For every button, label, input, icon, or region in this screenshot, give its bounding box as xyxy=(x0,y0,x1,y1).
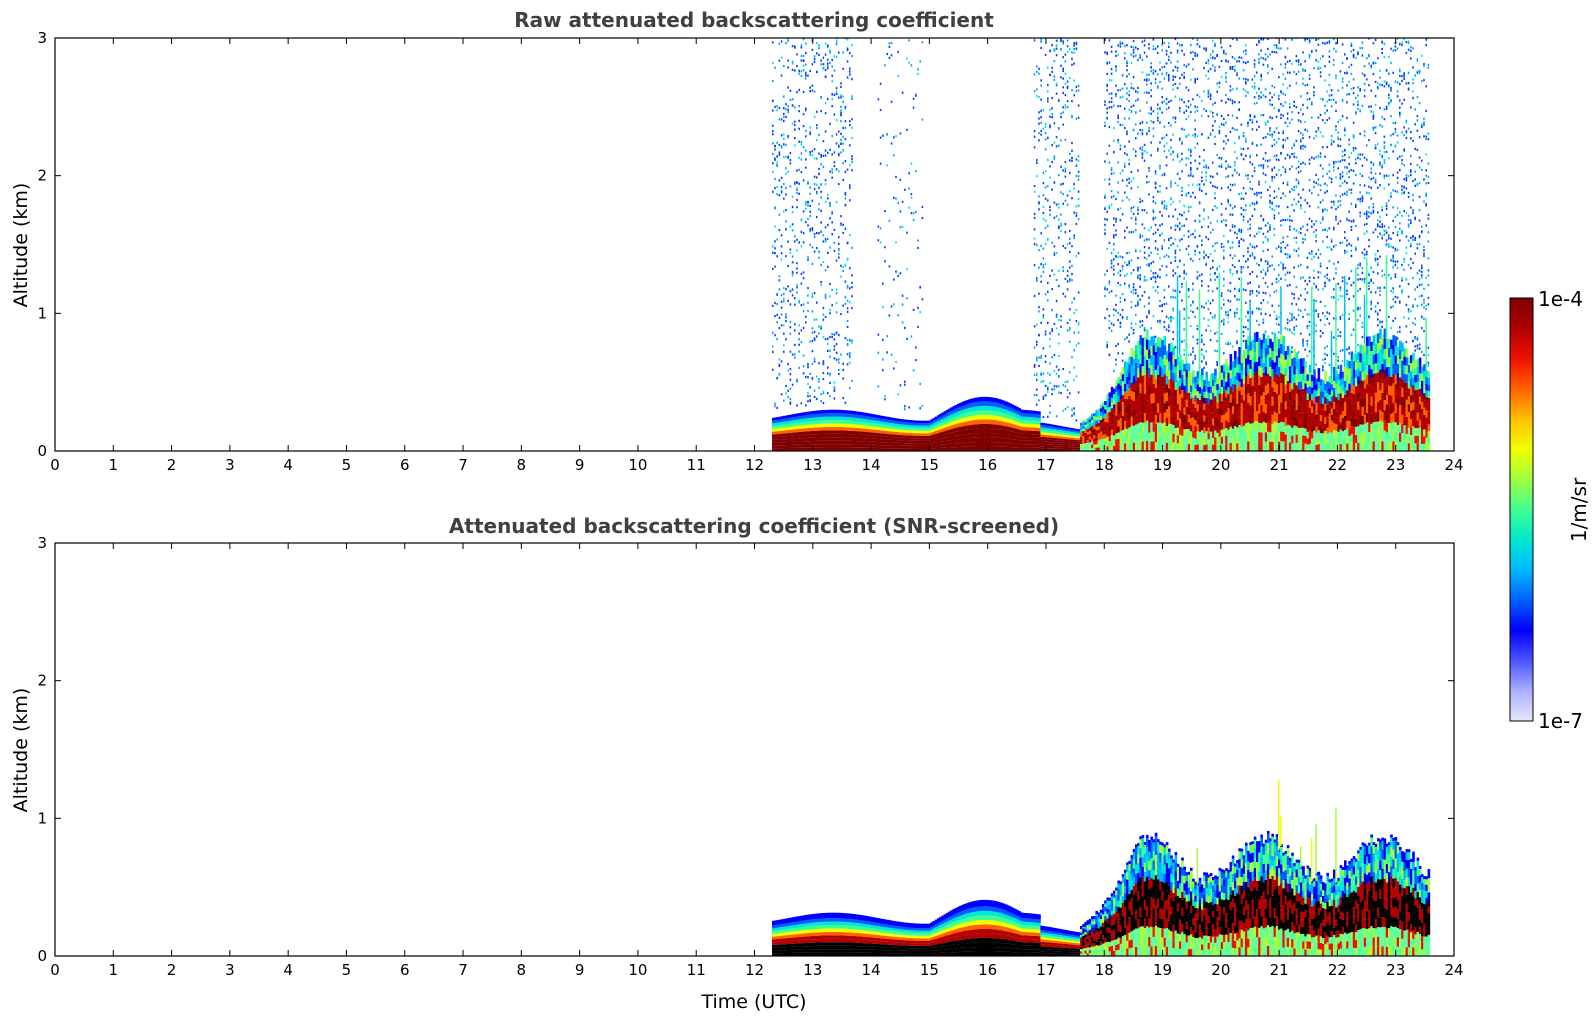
x-tick-label: 8 xyxy=(517,456,527,474)
x-tick-label: 6 xyxy=(400,961,410,979)
colorbar-unit-label: 1/m/sr xyxy=(1567,477,1591,542)
y-tick-label: 2 xyxy=(37,167,47,185)
screened-ticks: 0 1 2 3 4 5 6 7 8 9 10 11 12 13 14 15 16 17 18 19 20 21 22 23 24… xyxy=(37,534,1463,979)
x-tick-label: 15 xyxy=(920,961,939,979)
raw-y-axis-label: Altitude (km) xyxy=(10,183,32,308)
x-tick-label: 1 xyxy=(109,456,119,474)
colorbar-strip xyxy=(1509,297,1534,722)
x-tick-label: 5 xyxy=(342,456,352,474)
x-tick-label: 24 xyxy=(1444,456,1463,474)
screened-panel-title: Attenuated backscattering coefficient (S… xyxy=(449,514,1059,538)
x-tick-label: 20 xyxy=(1211,456,1230,474)
x-tick-label: 12 xyxy=(745,456,764,474)
x-tick-label: 24 xyxy=(1444,961,1463,979)
x-tick-label: 11 xyxy=(687,961,706,979)
x-tick-label: 6 xyxy=(400,456,410,474)
x-tick-label: 10 xyxy=(628,456,647,474)
x-tick-label: 22 xyxy=(1328,961,1347,979)
x-tick-label: 1 xyxy=(109,961,119,979)
colorbar-max-label: 1e-4 xyxy=(1538,287,1583,311)
x-tick-label: 14 xyxy=(862,961,881,979)
x-tick-label: 5 xyxy=(342,961,352,979)
x-tick-label: 13 xyxy=(803,456,822,474)
x-tick-label: 22 xyxy=(1328,456,1347,474)
x-tick-label: 23 xyxy=(1386,961,1405,979)
x-tick-label: 0 xyxy=(50,961,60,979)
raw-panel-title: Raw attenuated backscattering coefficien… xyxy=(514,8,994,32)
x-tick-label: 21 xyxy=(1270,456,1289,474)
y-tick-label: 1 xyxy=(37,809,47,827)
colorbar-min-label: 1e-7 xyxy=(1538,709,1583,733)
screened-backscatter-image xyxy=(771,779,1431,956)
panel-raw: 0 1 2 3 4 5 6 7 8 9 10 11 12 13 14 15 16 17 18 19 20 21 22 23 24… xyxy=(10,8,1464,474)
x-axis-label: Time (UTC) xyxy=(700,991,806,1013)
x-tick-label: 3 xyxy=(225,961,235,979)
x-tick-label: 18 xyxy=(1095,961,1114,979)
x-tick-label: 16 xyxy=(978,456,997,474)
x-tick-label: 13 xyxy=(803,961,822,979)
x-tick-label: 9 xyxy=(575,456,585,474)
x-tick-label: 15 xyxy=(920,456,939,474)
screened-y-axis-label: Altitude (km) xyxy=(10,688,32,813)
x-tick-label: 9 xyxy=(575,961,585,979)
x-tick-label: 3 xyxy=(225,456,235,474)
y-tick-label: 3 xyxy=(37,534,47,552)
y-tick-label: 3 xyxy=(37,29,47,47)
x-tick-label: 19 xyxy=(1153,456,1172,474)
x-tick-label: 2 xyxy=(167,961,177,979)
x-tick-label: 11 xyxy=(687,456,706,474)
colorbar: 1e-4 1e-7 1/m/sr xyxy=(1509,287,1591,733)
panel-snr-screened: 0 1 2 3 4 5 6 7 8 9 10 11 12 13 14 15 16 17 18 19 20 21 22 23 24… xyxy=(10,514,1464,1013)
x-tick-label: 12 xyxy=(745,961,764,979)
x-tick-label: 7 xyxy=(458,456,468,474)
y-tick-label: 0 xyxy=(37,947,47,965)
raw-backscatter-image xyxy=(771,38,1431,451)
x-tick-label: 21 xyxy=(1270,961,1289,979)
x-tick-label: 17 xyxy=(1036,456,1055,474)
raw-ticks: 0 1 2 3 4 5 6 7 8 9 10 11 12 13 14 15 16 17 18 19 20 21 22 23 24… xyxy=(37,29,1463,474)
x-tick-label: 23 xyxy=(1386,456,1405,474)
x-tick-label: 16 xyxy=(978,961,997,979)
x-tick-label: 17 xyxy=(1036,961,1055,979)
x-tick-label: 18 xyxy=(1095,456,1114,474)
y-tick-label: 0 xyxy=(37,442,47,460)
x-tick-label: 10 xyxy=(628,961,647,979)
y-tick-label: 2 xyxy=(37,672,47,690)
x-tick-label: 4 xyxy=(283,456,293,474)
x-tick-label: 0 xyxy=(50,456,60,474)
x-tick-label: 20 xyxy=(1211,961,1230,979)
x-tick-label: 8 xyxy=(517,961,527,979)
x-tick-label: 14 xyxy=(862,456,881,474)
x-tick-label: 7 xyxy=(458,961,468,979)
x-tick-label: 19 xyxy=(1153,961,1172,979)
y-tick-label: 1 xyxy=(37,304,47,322)
x-tick-label: 2 xyxy=(167,456,177,474)
x-tick-label: 4 xyxy=(283,961,293,979)
